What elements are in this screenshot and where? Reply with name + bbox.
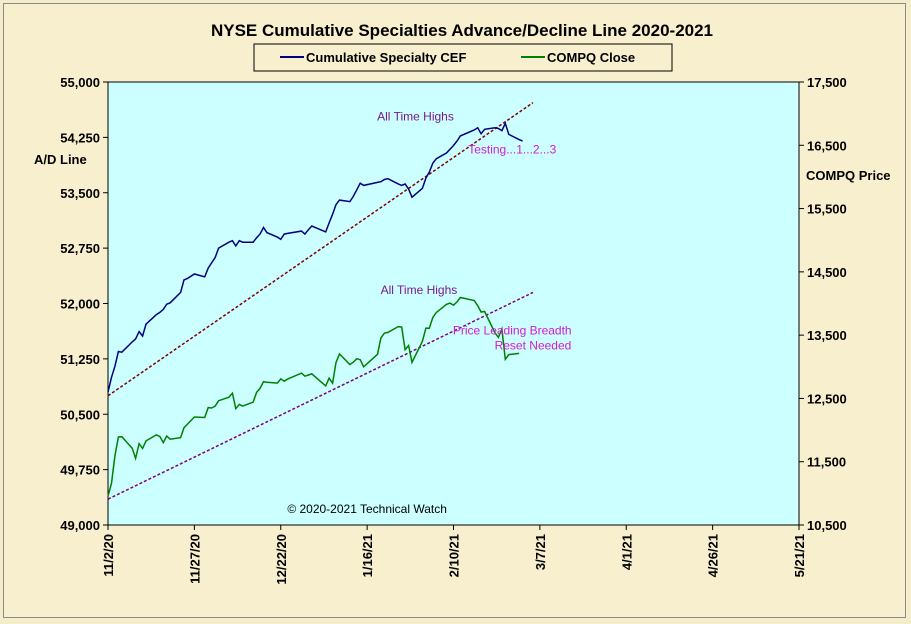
copyright-label: © 2020-2021 Technical Watch bbox=[287, 502, 447, 516]
y-left-tick-label: 51,250 bbox=[60, 352, 100, 367]
y-left-tick-label: 54,250 bbox=[60, 130, 100, 145]
annotation-label: Reset Needed bbox=[495, 338, 572, 352]
series-line-ad bbox=[107, 121, 523, 393]
chart-frame: NYSE Cumulative Specialties Advance/Decl… bbox=[3, 3, 906, 618]
y-right-label: COMPQ Price bbox=[806, 168, 891, 183]
y-left-tick-label: 52,750 bbox=[60, 241, 100, 256]
y-right-tick-label: 16,500 bbox=[807, 138, 847, 153]
y-left-tick-label: 49,750 bbox=[60, 463, 100, 478]
x-tick-label: 11/27/20 bbox=[187, 534, 202, 584]
y-left-tick-label: 50,500 bbox=[60, 407, 100, 422]
annotation-label: Price Leading Breadth bbox=[453, 324, 572, 338]
y-right-tick-label: 17,500 bbox=[807, 75, 847, 90]
y-left-axis-ticks: 49,000 49,750 50,500 51,250 52,000 52,750 53,5… bbox=[60, 75, 108, 533]
chart-svg: NYSE Cumulative Specialties Advance/Decl… bbox=[34, 21, 891, 585]
y-right-tick-label: 15,500 bbox=[807, 202, 847, 217]
x-tick-label: 5/21/21 bbox=[792, 534, 807, 577]
x-tick-label: 4/1/21 bbox=[619, 534, 634, 570]
plot-area bbox=[107, 81, 800, 526]
annotation-label: Testing...1...2...3 bbox=[468, 143, 556, 157]
y-right-tick-label: 11,500 bbox=[807, 455, 846, 470]
y-right-tick-label: 12,500 bbox=[807, 391, 847, 406]
trendlines bbox=[107, 102, 534, 500]
series-line-compq bbox=[107, 296, 520, 497]
legend-label-compq: COMPQ Close bbox=[547, 50, 635, 65]
legend-label-ad: Cumulative Specialty CEF bbox=[306, 50, 466, 65]
annotations: All Time Highs Testing...1...2...3 All Tim… bbox=[287, 109, 571, 516]
x-tick-label: 12/22/20 bbox=[274, 534, 289, 585]
y-left-label: A/D Line bbox=[34, 152, 87, 167]
series-lines bbox=[107, 121, 523, 497]
legend: Cumulative Specialty CEF COMPQ Close bbox=[253, 43, 673, 72]
x-tick-label: 11/2/20 bbox=[101, 534, 116, 577]
chart-title: NYSE Cumulative Specialties Advance/Decl… bbox=[211, 21, 713, 40]
y-right-tick-label: 10,500 bbox=[807, 518, 847, 533]
x-tick-label: 4/26/21 bbox=[706, 534, 721, 577]
x-tick-label: 1/16/21 bbox=[360, 534, 375, 577]
y-left-tick-label: 52,000 bbox=[60, 297, 100, 312]
y-left-tick-label: 55,000 bbox=[60, 75, 100, 90]
trendline-ad bbox=[107, 102, 534, 397]
y-right-tick-label: 14,500 bbox=[807, 265, 847, 280]
trendline-compq bbox=[107, 291, 534, 500]
y-left-tick-label: 49,000 bbox=[60, 518, 100, 533]
x-tick-label: 3/7/21 bbox=[533, 534, 548, 570]
annotation-label: All Time Highs bbox=[381, 283, 458, 297]
x-tick-label: 2/10/21 bbox=[447, 534, 462, 577]
y-right-tick-label: 13,500 bbox=[807, 328, 847, 343]
x-axis-ticks: 11/2/20 11/27/20 12/22/20 1/16/21 2/10/21 3/7… bbox=[101, 525, 807, 585]
annotation-label: All Time Highs bbox=[377, 109, 454, 123]
y-left-tick-label: 53,500 bbox=[60, 186, 100, 201]
y-right-axis-ticks: 10,500 11,500 12,500 13,500 14,500 15,500 16,5… bbox=[799, 75, 847, 533]
legend-box bbox=[253, 43, 673, 72]
